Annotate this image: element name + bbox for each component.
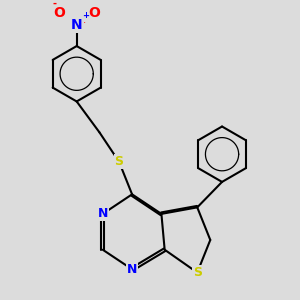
Text: N: N [98,207,108,220]
Text: N: N [71,18,82,32]
Text: S: S [115,155,124,168]
Text: -: - [53,0,57,9]
Text: +: + [82,11,89,20]
Text: N: N [127,263,137,276]
Text: S: S [193,266,202,279]
Text: O: O [53,7,65,20]
Text: O: O [89,7,100,20]
